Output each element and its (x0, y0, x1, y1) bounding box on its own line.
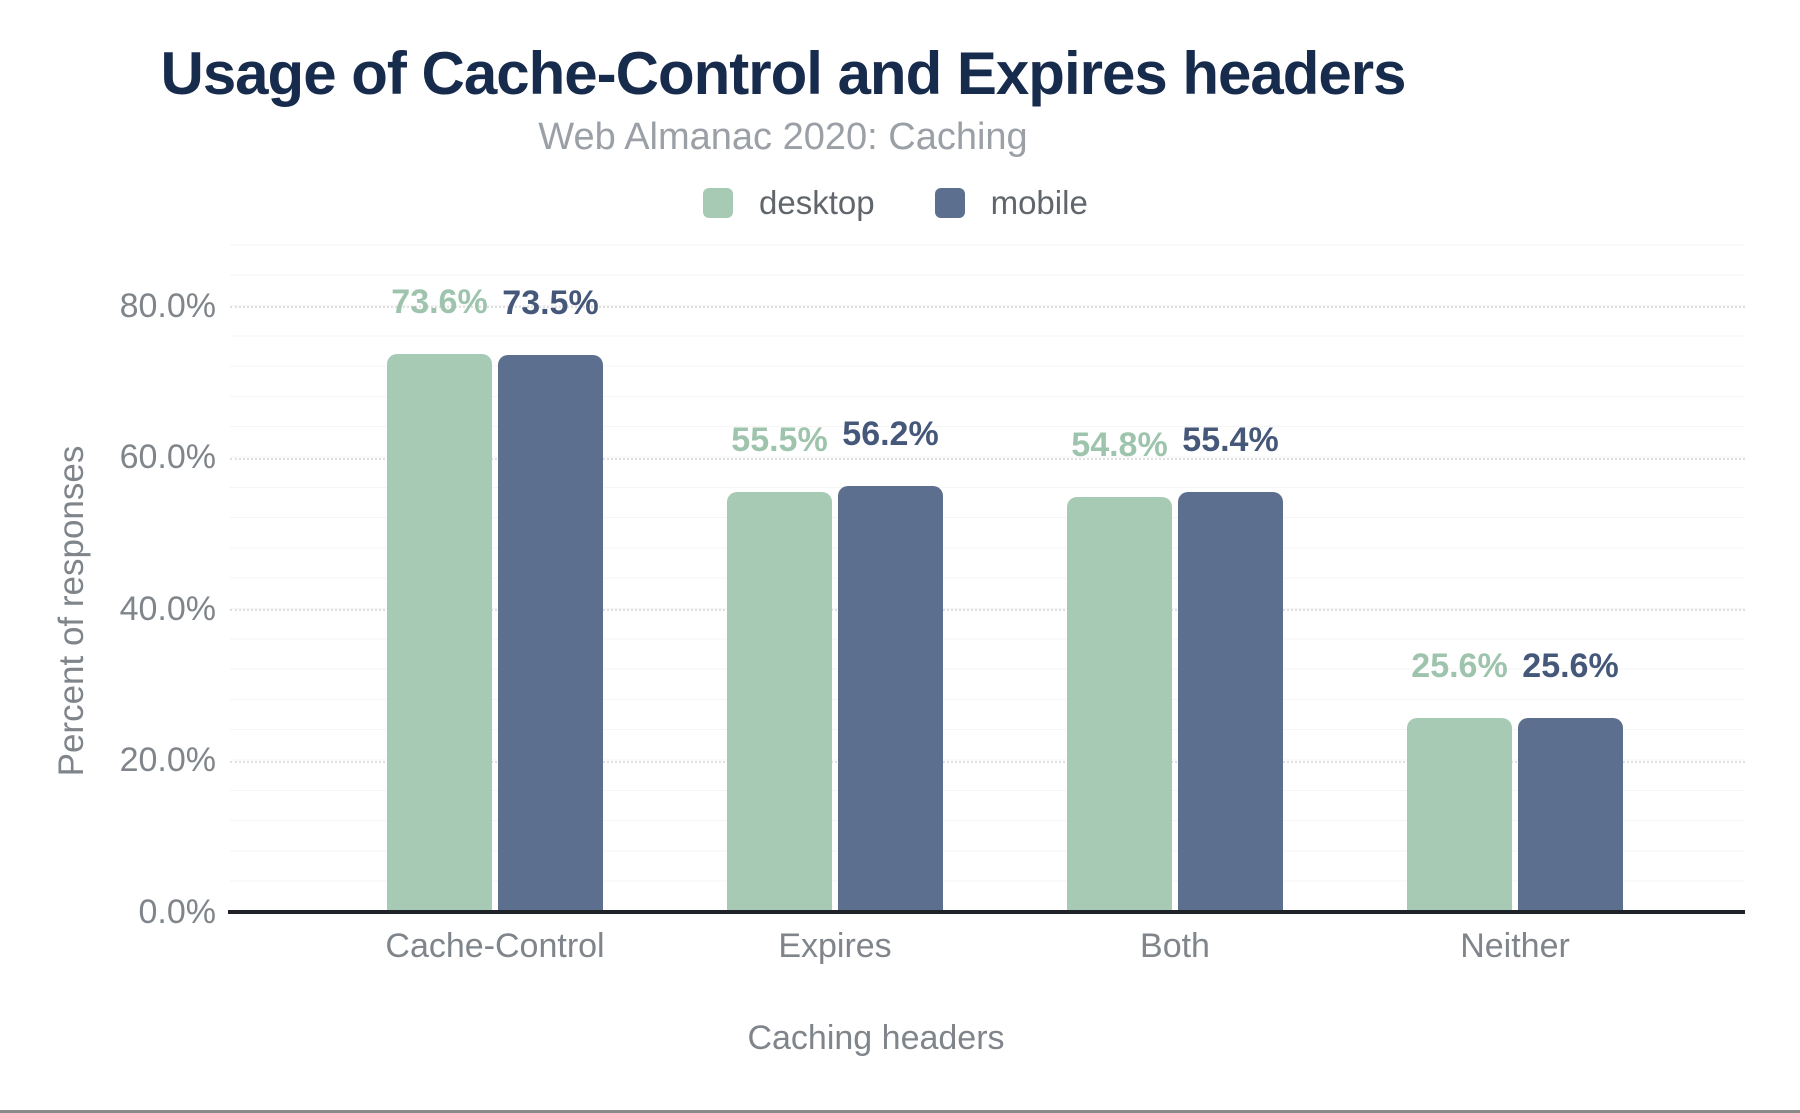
x-axis-line (228, 910, 1745, 914)
value-label-mobile-neither: 25.6% (1522, 647, 1619, 686)
x-category-label-expires: Expires (778, 927, 892, 965)
gridline-40 (230, 609, 1745, 611)
bar-mobile-cache-control (498, 355, 603, 912)
x-axis-title: Caching headers (747, 1019, 1005, 1057)
gridline-20 (230, 760, 1745, 763)
chart-title: Usage of Cache-Control and Expires heade… (160, 40, 1406, 107)
y-tick-label-40: 40.0% (119, 590, 216, 628)
value-label-desktop-expires: 55.5% (731, 420, 828, 459)
x-category-label-neither: Neither (1460, 927, 1570, 965)
y-axis-title: Percent of responses (52, 445, 91, 777)
legend-item-desktop: desktop (703, 186, 875, 220)
y-tick-label-80: 80.0% (119, 287, 216, 325)
value-label-mobile-cache-control: 73.5% (502, 284, 599, 323)
bar-mobile-expires (838, 486, 943, 912)
bar-mobile-neither (1518, 718, 1623, 912)
legend-item-mobile: mobile (934, 184, 1088, 221)
bar-desktop-expires (727, 491, 832, 912)
legend-swatch-desktop (703, 188, 733, 218)
x-category-label-both: Both (1140, 927, 1210, 965)
value-label-desktop-both: 54.8% (1071, 425, 1168, 464)
bar-desktop-both (1067, 496, 1172, 912)
plot-area: 73.6% 73.5% 55.5% 56.2% 54.8% 55.4% 25.6% 25.6% (230, 240, 1745, 912)
bar-desktop-neither (1407, 718, 1512, 912)
legend-swatch-mobile (934, 188, 965, 218)
bottom-border (0, 1110, 1800, 1113)
legend-label-mobile: mobile (990, 184, 1088, 221)
chart-subtitle: Web Almanac 2020: Caching (538, 116, 1028, 158)
x-category-label-cache-control: Cache-Control (385, 927, 605, 965)
y-tick-label-0: 0.0% (138, 893, 217, 931)
value-label-desktop-cache-control: 73.6% (391, 283, 488, 322)
legend: desktop mobile (703, 186, 1088, 220)
legend-label-desktop: desktop (759, 184, 875, 221)
bar-mobile-both (1178, 492, 1283, 912)
value-label-mobile-both: 55.4% (1182, 421, 1279, 460)
gridline-60 (230, 457, 1745, 460)
y-tick-label-20: 20.0% (119, 741, 216, 779)
value-label-desktop-neither: 25.6% (1411, 647, 1508, 686)
bar-desktop-cache-control (387, 354, 492, 912)
y-tick-label-60: 60.0% (119, 438, 216, 476)
gridline-80 (230, 306, 1745, 308)
value-label-mobile-expires: 56.2% (842, 415, 939, 454)
